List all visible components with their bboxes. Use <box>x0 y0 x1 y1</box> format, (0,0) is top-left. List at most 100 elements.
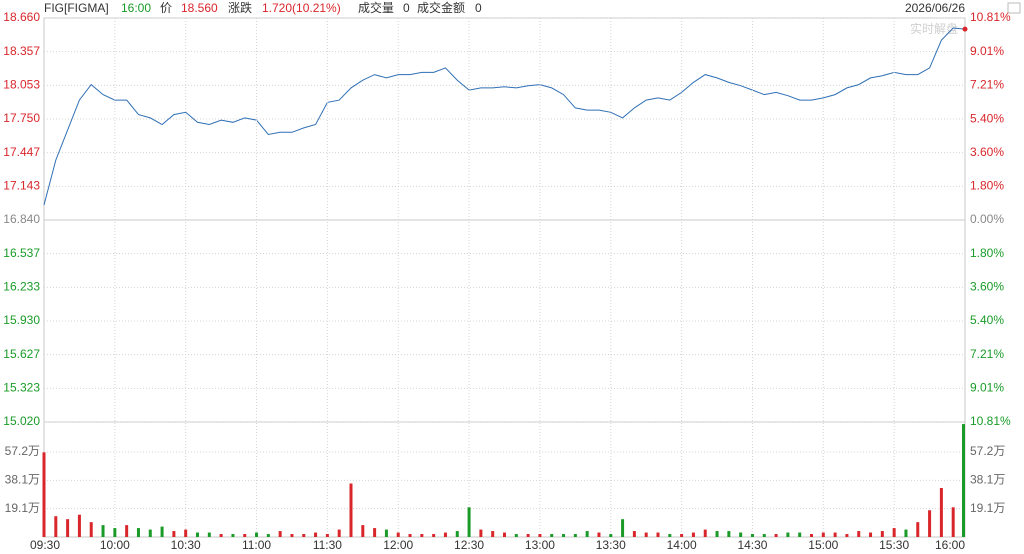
x-tick-label: 13:30 <box>596 538 626 552</box>
date: 2026/06/26 <box>905 1 965 15</box>
volume-tick-label: 19.1万 <box>5 501 40 515</box>
volume-bar <box>928 510 932 537</box>
x-tick-label: 13:00 <box>525 538 555 552</box>
y2-tick-label: 10.81% <box>970 414 1011 428</box>
y-tick-label: 17.750 <box>3 111 40 125</box>
volume-bar <box>573 534 577 537</box>
amount: 0 <box>475 1 482 15</box>
x-tick-label: 12:00 <box>383 538 413 552</box>
volume-bar <box>585 531 589 537</box>
volume-bar <box>715 531 719 537</box>
volume-bar <box>703 529 707 537</box>
x-tick-label: 11:30 <box>313 538 342 552</box>
y-tick-label: 16.840 <box>3 212 40 226</box>
volume-bar <box>408 534 412 537</box>
frame <box>43 17 966 538</box>
volume-bar <box>880 531 884 537</box>
volume-bar <box>562 534 566 537</box>
volume-bar <box>833 532 837 537</box>
y2-tick-label: 3.60% <box>970 279 1004 293</box>
y2-tick-label: 5.40% <box>970 111 1004 125</box>
y-tick-label: 15.323 <box>3 381 40 395</box>
volume-tick-label: 19.1万 <box>970 501 1005 515</box>
volume-bar <box>644 532 648 537</box>
volume-bar <box>821 532 825 537</box>
volume-bar <box>361 525 365 537</box>
y2-tick-label: 0.00% <box>970 212 1004 226</box>
volume-bar <box>455 531 459 537</box>
volume-bar <box>89 522 93 537</box>
volume-bar <box>77 514 81 537</box>
volume-bar <box>632 531 636 537</box>
volume-bar <box>184 529 188 537</box>
volume-bar <box>207 532 211 537</box>
volume-bar <box>325 534 329 537</box>
volume-bar <box>420 534 424 537</box>
y2-tick-label: 9.01% <box>970 381 1004 395</box>
change-label: 涨跌 <box>228 0 252 15</box>
volume-bar <box>750 534 754 537</box>
volume-bar <box>66 519 70 537</box>
x-tick-label: 10:30 <box>171 538 201 552</box>
volume-bar <box>136 528 140 537</box>
volume-bar <box>727 531 731 537</box>
volume-bar <box>526 534 530 537</box>
x-tick-label: 15:00 <box>808 538 838 552</box>
y-tick-label: 15.020 <box>3 414 40 428</box>
volume: 0 <box>403 1 410 15</box>
volume-bar <box>691 532 695 537</box>
y-tick-label: 18.357 <box>3 44 40 58</box>
last-price-dot <box>962 26 968 32</box>
volume-bar <box>373 528 377 537</box>
volume-bar <box>491 531 495 537</box>
watermark: 实时解盘 <box>910 21 958 36</box>
y-tick-label: 16.233 <box>3 280 40 294</box>
price-label: 价 <box>160 1 172 15</box>
change: 1.720(10.21%) <box>262 1 341 15</box>
volume-bar <box>443 532 447 537</box>
y-tick-label: 15.930 <box>3 313 40 327</box>
y-tick-label: 17.447 <box>3 145 40 159</box>
volume-bar <box>196 532 199 537</box>
volume-bar <box>148 529 152 537</box>
y-tick-label: 16.537 <box>3 246 40 260</box>
price-line <box>43 27 966 206</box>
volume-bar <box>290 534 294 537</box>
volume-bar <box>762 534 766 537</box>
volume-bar <box>892 528 896 537</box>
volume-bar <box>337 529 341 537</box>
volume-bar <box>101 525 105 537</box>
volume-bar <box>278 531 282 537</box>
volume-bar <box>786 532 790 537</box>
volume-bar <box>503 532 506 537</box>
volume-bar <box>810 534 813 537</box>
volume-bar <box>314 532 318 537</box>
corner-icon[interactable] <box>1007 2 1021 14</box>
y2-tick-label: 7.21% <box>970 77 1004 91</box>
y2-tick-label: 9.01% <box>970 44 1004 58</box>
volume-bar <box>857 531 861 537</box>
volume-bar <box>951 507 955 537</box>
x-tick-label: 14:00 <box>667 538 697 552</box>
volume-bar <box>172 531 176 537</box>
volume-bar <box>219 534 223 537</box>
y2-tick-label: 10.81% <box>970 10 1011 24</box>
volume-bar <box>467 507 471 537</box>
volume-bar <box>396 532 400 537</box>
y2-tick-label: 3.60% <box>970 145 1004 159</box>
volume-label: 成交量 <box>358 0 394 15</box>
y-tick-label: 15.627 <box>3 347 40 361</box>
y2-tick-label: 1.80% <box>970 246 1004 260</box>
volume-bar <box>243 534 247 537</box>
volume-bar <box>42 452 46 537</box>
volume-bar <box>774 534 778 537</box>
y-tick-label: 18.660 <box>3 10 40 24</box>
volume-bar <box>869 532 873 537</box>
volume-bar <box>621 519 625 537</box>
volume-bar <box>231 534 235 537</box>
volume-bar <box>54 516 58 537</box>
volume-bar <box>514 534 518 537</box>
volume-bar <box>538 534 542 537</box>
volume-bar <box>904 529 908 537</box>
